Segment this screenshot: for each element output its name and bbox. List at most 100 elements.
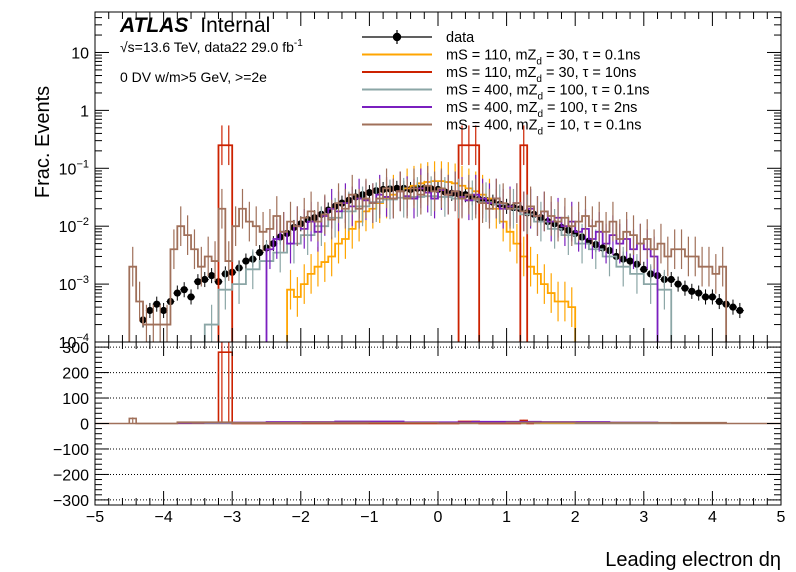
data-point [681,284,689,292]
data-point [180,286,188,294]
legend-label: mS = 110, mZd = 30, τ = 10ns [446,65,636,85]
main-y-tick-label: 10−4 [59,332,89,352]
legend-label-pre: mS = 110, mZ [446,65,537,81]
data-point [688,287,696,295]
legend-item: mS = 110, mZd = 30, τ = 10ns [362,65,636,85]
data-point [160,306,168,315]
data-point [187,293,195,301]
legend-label: data [446,30,475,46]
ratio-y-tick-label: 100 [62,391,89,408]
legend-label-pre: mS = 400, mZ [446,100,538,116]
main-y-tick-label-base: 10 [71,45,89,62]
legend-label-pre: mS = 400, mZ [446,118,538,134]
legend-label-sub: d [536,74,542,85]
ratio-y-tick-label: −200 [53,467,89,484]
y-axis-label: Frac. Events [32,86,54,198]
legend-swatch-marker [392,32,402,42]
main-y-tick-label-exp: −2 [76,216,89,228]
legend-label-sub: d [536,57,542,68]
main-x-ticks [94,12,782,342]
legend-label-sub: d [537,109,543,120]
ratio-y-tick-label: 300 [62,340,89,357]
data-point [736,306,744,315]
legend-label: mS = 400, mZd = 10, τ = 0.1ns [446,118,641,138]
legend-item: mS = 400, mZd = 100, τ = 2ns [362,100,637,120]
legend-label-post: = 100, τ = 0.1ns [543,83,650,99]
legend-label-sub: d [537,127,543,138]
legend-label-post: = 30, τ = 10ns [542,65,636,81]
data-point [173,289,181,297]
selection-label: 0 DV w/m>5 GeV, >=2e [120,69,267,85]
hist-line [217,144,529,342]
data-point [153,300,161,308]
data-point [393,184,401,192]
legend-label-pre: mS = 400, mZ [446,83,538,99]
energy-label-sup: -1 [294,38,303,49]
legend-label-sub: d [537,92,543,103]
main-y-tick-label-base: 10 [59,277,77,294]
data-point [640,265,648,273]
main-y-tick-label: 10−3 [59,274,89,294]
ratio-x-axis: −5 −4 −3 −2 −1 0 1 2 3 4 5 [86,342,786,526]
data-point [695,289,703,297]
main-y-tick-label-base: 1 [80,103,89,120]
legend-item: mS = 400, mZd = 10, τ = 0.1ns [362,118,641,138]
series-hist-5 [128,165,728,342]
data-point [146,306,154,315]
energy-label: √s=13.6 TeV, data22 29.0 fb-1 [120,38,303,55]
data-point [729,303,737,311]
legend-label-post: = 10, τ = 0.1ns [543,118,641,134]
main-y-tick-label: 1 [80,103,89,120]
energy-label-main: √s=13.6 TeV, data22 29.0 fb [120,39,294,55]
data-point [715,297,723,306]
x-tick-label: 4 [708,509,717,526]
atlas-label: ATLAS Internal [119,14,270,37]
data-point [708,293,717,301]
data-point [194,278,202,286]
ratio-series-4 [128,417,727,425]
data-point [701,293,710,301]
ratio-series-group [128,342,727,425]
ratio-y-axis: 300 200 100 0 −100 −200 −300 [53,340,781,510]
main-y-tick-label-base: 10 [59,161,77,178]
x-tick-label: 3 [639,509,648,526]
data-point [667,275,675,284]
x-tick-label: 1 [502,509,511,526]
legend-label: mS = 400, mZd = 100, τ = 2ns [446,100,637,120]
x-tick-label: −4 [154,509,172,526]
x-tick-label: 5 [777,509,786,526]
internal-label: Internal [200,14,270,37]
x-tick-label: −5 [86,509,104,526]
main-y-tick-label-base: 10 [59,335,77,352]
x-tick-label: −2 [292,509,310,526]
ratio-y-tick-label: 200 [62,366,89,383]
x-tick-label: 2 [571,509,580,526]
series-hist-2 [217,125,529,342]
ratio-y-tick-label: −100 [53,442,89,459]
data-point [674,280,682,288]
x-tick-label: −1 [360,509,378,526]
hist-line [128,184,728,342]
legend-label-pre: data [446,30,475,46]
legend-item: data [362,30,475,46]
data-point [256,248,264,257]
data-point [208,272,216,280]
legend-label: mS = 400, mZd = 100, τ = 0.1ns [446,83,650,103]
ratio-y-tick-label: −300 [53,493,89,510]
ratio-y-tick-label: 0 [80,417,89,434]
legend-item: mS = 110, mZd = 30, τ = 0.1ns [362,48,640,68]
main-y-tick-label-exp: −4 [76,332,89,344]
x-axis-label: Leading electron dη [605,549,781,571]
main-y-tick-label: 10−2 [59,216,89,236]
data-point [365,189,373,197]
legend-item: mS = 400, mZd = 100, τ = 0.1ns [362,83,650,103]
legend-label-pre: mS = 110, mZ [446,48,537,64]
legend-label-post: = 100, τ = 2ns [543,100,637,116]
ratio-plot-frame [94,341,782,506]
data-point [242,257,250,265]
data-point [626,257,634,265]
